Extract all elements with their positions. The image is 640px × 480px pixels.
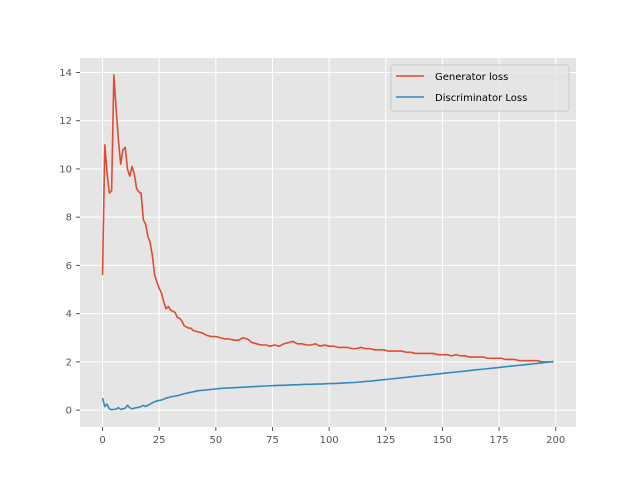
series-line-discriminator-loss bbox=[101, 360, 554, 411]
y-tick-label: 14 bbox=[59, 68, 72, 79]
legend-label-discriminator-loss: Discriminator Loss bbox=[435, 93, 527, 104]
x-tick-label: 50 bbox=[209, 435, 222, 446]
x-tick-label: 100 bbox=[320, 435, 339, 446]
legend-box bbox=[390, 64, 570, 112]
y-tick-label: 6 bbox=[66, 261, 72, 272]
grid-lines bbox=[80, 58, 576, 427]
legend-label-generator-loss: Generator loss bbox=[435, 72, 508, 83]
x-tick-label: 175 bbox=[490, 435, 509, 446]
x-tick-label: 25 bbox=[153, 435, 166, 446]
legend: Generator loss Discriminator Loss bbox=[390, 64, 570, 112]
x-tick-label: 75 bbox=[266, 435, 279, 446]
x-tick-label: 125 bbox=[376, 435, 395, 446]
x-tick-label: 150 bbox=[433, 435, 452, 446]
series-line-generator-loss bbox=[101, 74, 554, 363]
y-tick-label: 8 bbox=[66, 213, 72, 224]
y-tick-label: 2 bbox=[66, 357, 72, 368]
y-tick-label: 0 bbox=[66, 406, 72, 417]
axis-ticks: 0 25 50 75 100 125 150 175 200 0 2 4 6 8 10 12 14 bbox=[59, 68, 565, 446]
y-tick-label: 12 bbox=[59, 116, 72, 127]
x-tick-label: 200 bbox=[546, 435, 565, 446]
series-lines bbox=[101, 74, 554, 411]
y-tick-label: 10 bbox=[59, 164, 72, 175]
plot-area bbox=[80, 58, 576, 427]
y-tick-label: 4 bbox=[66, 309, 72, 320]
x-tick-label: 0 bbox=[99, 435, 105, 446]
